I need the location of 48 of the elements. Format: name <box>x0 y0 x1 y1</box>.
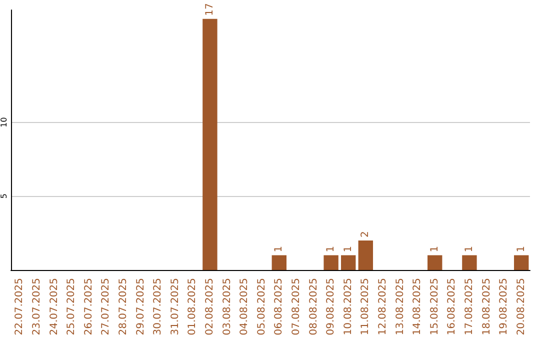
data-label: 1 <box>274 246 285 252</box>
x-tick-label: 07.08.2025 <box>290 278 302 336</box>
bar <box>341 255 356 270</box>
bar <box>272 255 287 270</box>
x-tick-label: 06.08.2025 <box>274 278 285 336</box>
x-tick-label: 29.07.2025 <box>135 278 146 336</box>
x-tick-label: 22.07.2025 <box>14 278 26 336</box>
x-tick-label: 24.07.2025 <box>48 278 60 336</box>
x-tick-label: 05.08.2025 <box>256 278 268 336</box>
x-tick-label: 18.08.2025 <box>481 278 492 336</box>
x-tick-label: 04.08.2025 <box>239 278 250 336</box>
x-tick-label: 23.07.2025 <box>31 278 42 336</box>
data-label: 2 <box>360 231 372 238</box>
x-tick-label: 02.08.2025 <box>204 278 216 336</box>
x-tick-label: 31.07.2025 <box>170 278 181 336</box>
x-tick-label: 03.08.2025 <box>222 278 233 336</box>
data-label: 17 <box>204 3 216 16</box>
x-tick-label: 19.08.2025 <box>498 278 510 336</box>
x-tick-label: 12.08.2025 <box>377 278 388 336</box>
data-label: 1 <box>429 246 440 252</box>
x-tick-label: 15.08.2025 <box>429 278 440 336</box>
x-tick-label: 09.08.2025 <box>326 278 337 336</box>
x-tick-label: 26.07.2025 <box>83 278 94 336</box>
y-tick-label: 5 <box>0 194 8 199</box>
x-tick-label: 01.08.2025 <box>187 278 198 336</box>
x-tick-label: 28.07.2025 <box>118 278 129 336</box>
x-tick-label: 20.08.2025 <box>516 278 527 336</box>
data-label: 1 <box>464 246 475 252</box>
x-tick-label: 13.08.2025 <box>394 278 406 336</box>
x-tick-label: 14.08.2025 <box>412 278 424 336</box>
data-label: 1 <box>326 246 337 252</box>
bar <box>514 255 529 270</box>
x-tick-label: 30.07.2025 <box>152 278 164 336</box>
x-tick-label: 16.08.2025 <box>446 278 458 336</box>
bar <box>324 255 338 270</box>
bar <box>428 255 442 270</box>
x-tick-label: 25.07.2025 <box>66 278 78 336</box>
x-tick-label: 17.08.2025 <box>464 278 475 336</box>
x-tick-label: 11.08.2025 <box>360 278 372 336</box>
data-label: 1 <box>516 246 527 252</box>
bar <box>202 18 218 270</box>
x-tick-label: 10.08.2025 <box>342 278 354 336</box>
bar <box>358 240 374 270</box>
x-tick-label: 08.08.2025 <box>308 278 320 336</box>
x-tick-label: 27.07.2025 <box>100 278 112 336</box>
data-label: 1 <box>342 246 354 252</box>
bar <box>462 255 477 270</box>
y-tick-label: 10 <box>0 117 8 128</box>
